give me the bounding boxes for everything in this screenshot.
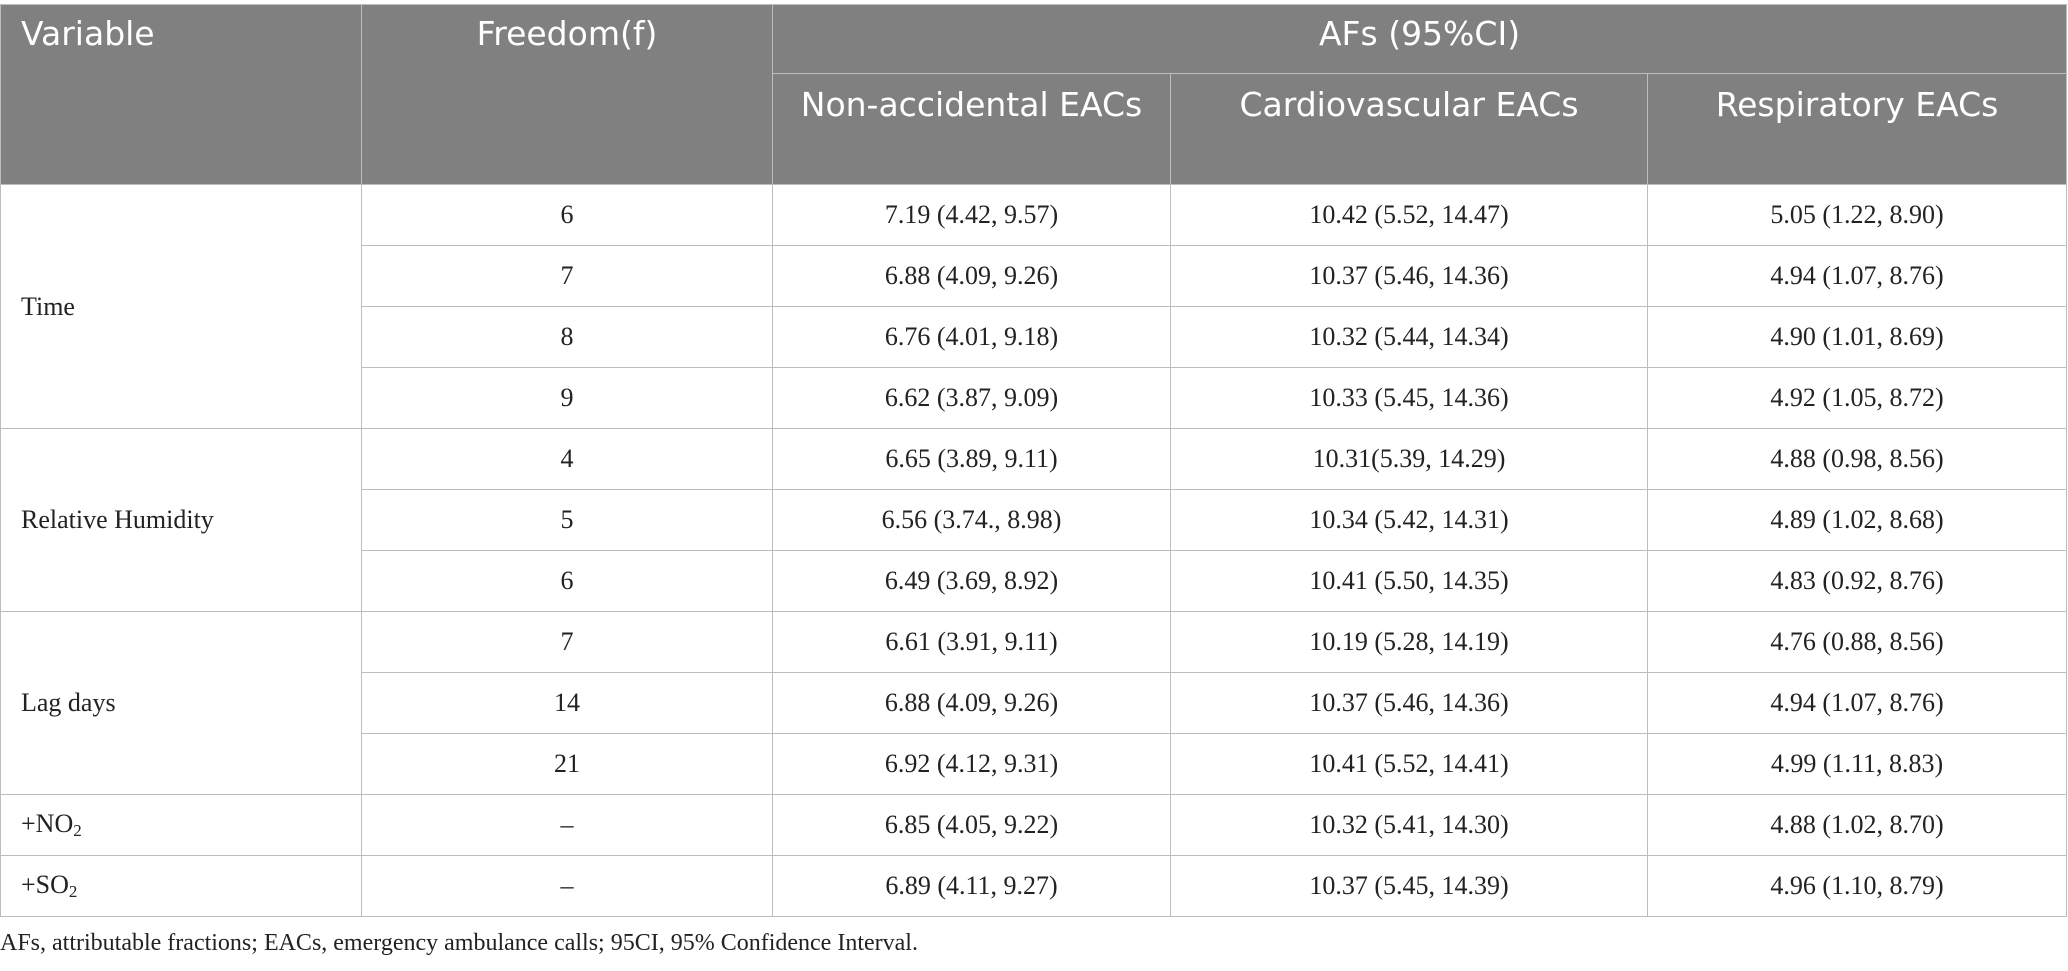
non-accidental-cell: 6.56 (3.74., 8.98) <box>772 489 1171 551</box>
table-row: 8 6.76 (4.01, 9.18) 10.32 (5.44, 14.34) … <box>1 306 2068 368</box>
cardiovascular-cell: 10.37 (5.46, 14.36) <box>1170 672 1648 734</box>
non-accidental-cell: 6.65 (3.89, 9.11) <box>772 428 1171 490</box>
variable-cell-time: Time <box>0 184 362 429</box>
non-accidental-cell: 6.76 (4.01, 9.18) <box>772 306 1171 368</box>
respiratory-cell: 4.99 (1.11, 8.83) <box>1646 733 2068 795</box>
freedom-cell: 5 <box>361 489 773 551</box>
header-freedom: Freedom(f) <box>361 4 773 185</box>
cardiovascular-cell: 10.32 (5.41, 14.30) <box>1170 794 1648 856</box>
respiratory-cell: 4.88 (0.98, 8.56) <box>1646 428 2068 490</box>
header-afs: AFs (95%CI) <box>771 4 2068 74</box>
cardiovascular-cell: 10.42 (5.52, 14.47) <box>1170 184 1648 246</box>
header-cardiovascular: Cardiovascular EACs <box>1170 73 1648 185</box>
freedom-cell: 8 <box>361 306 773 368</box>
respiratory-cell: 4.88 (1.02, 8.70) <box>1646 794 2068 856</box>
table-row: 7 6.88 (4.09, 9.26) 10.37 (5.46, 14.36) … <box>1 245 2068 307</box>
freedom-cell: 14 <box>361 672 773 734</box>
non-accidental-cell: 6.62 (3.87, 9.09) <box>772 367 1171 429</box>
freedom-cell: 6 <box>361 550 773 612</box>
freedom-cell: 4 <box>361 428 773 490</box>
freedom-cell: 7 <box>361 611 773 673</box>
freedom-cell: 9 <box>361 367 773 429</box>
respiratory-cell: 4.92 (1.05, 8.72) <box>1646 367 2068 429</box>
cardiovascular-cell: 10.41 (5.50, 14.35) <box>1170 550 1648 612</box>
respiratory-cell: 4.94 (1.07, 8.76) <box>1646 245 2068 307</box>
table-row: Lag days 7 6.61 (3.91, 9.11) 10.19 (5.28… <box>0 611 2068 795</box>
freedom-cell: 6 <box>361 184 773 246</box>
cardiovascular-cell: 10.37 (5.45, 14.39) <box>1170 855 1648 917</box>
respiratory-cell: 4.76 (0.88, 8.56) <box>1646 611 2068 673</box>
respiratory-cell: 4.96 (1.10, 8.79) <box>1646 855 2068 917</box>
table-row: +SO2 – 6.89 (4.11, 9.27) 10.37 (5.45, 14… <box>0 855 2068 917</box>
variable-subscript: 2 <box>68 882 78 901</box>
respiratory-cell: 4.94 (1.07, 8.76) <box>1646 672 2068 734</box>
table-header: Variable Freedom(f) AFs (95%CI) Non-acci… <box>0 4 2068 185</box>
table-row: 5 6.56 (3.74., 8.98) 10.34 (5.42, 14.31)… <box>1 489 2068 551</box>
freedom-cell: – <box>361 855 773 917</box>
table-row: 6 6.49 (3.69, 8.92) 10.41 (5.50, 14.35) … <box>1 550 2068 612</box>
freedom-cell: 7 <box>361 245 773 307</box>
cardiovascular-cell: 10.32 (5.44, 14.34) <box>1170 306 1648 368</box>
respiratory-cell: 4.83 (0.92, 8.76) <box>1646 550 2068 612</box>
cardiovascular-cell: 10.41 (5.52, 14.41) <box>1170 733 1648 795</box>
freedom-cell: – <box>361 794 773 856</box>
variable-cell-lag-days: Lag days <box>0 611 362 795</box>
non-accidental-cell: 6.85 (4.05, 9.22) <box>772 794 1171 856</box>
cardiovascular-cell: 10.19 (5.28, 14.19) <box>1170 611 1648 673</box>
cardiovascular-cell: 10.33 (5.45, 14.36) <box>1170 367 1648 429</box>
table-row: +NO2 – 6.85 (4.05, 9.22) 10.32 (5.41, 14… <box>0 794 2068 856</box>
respiratory-cell: 4.89 (1.02, 8.68) <box>1646 489 2068 551</box>
non-accidental-cell: 6.88 (4.09, 9.26) <box>772 672 1171 734</box>
variable-prefix: +NO <box>21 809 74 838</box>
header-variable: Variable <box>0 4 362 185</box>
table-row: Time 6 7.19 (4.42, 9.57) 10.42 (5.52, 14… <box>0 184 2068 429</box>
non-accidental-cell: 7.19 (4.42, 9.57) <box>772 184 1171 246</box>
non-accidental-cell: 6.89 (4.11, 9.27) <box>772 855 1171 917</box>
freedom-cell: 21 <box>361 733 773 795</box>
sensitivity-analysis-table: Variable Freedom(f) AFs (95%CI) Non-acci… <box>0 4 2068 917</box>
table-row: Relative Humidity 4 6.65 (3.89, 9.11) 10… <box>0 428 2068 612</box>
non-accidental-cell: 6.92 (4.12, 9.31) <box>772 733 1171 795</box>
table-body: Time 6 7.19 (4.42, 9.57) 10.42 (5.52, 14… <box>0 184 2068 917</box>
non-accidental-cell: 6.61 (3.91, 9.11) <box>772 611 1171 673</box>
header-respiratory: Respiratory EACs <box>1646 73 2068 185</box>
non-accidental-cell: 6.88 (4.09, 9.26) <box>772 245 1171 307</box>
header-non-accidental: Non-accidental EACs <box>772 73 1171 185</box>
table-container: Variable Freedom(f) AFs (95%CI) Non-acci… <box>0 4 2068 917</box>
cardiovascular-cell: 10.37 (5.46, 14.36) <box>1170 245 1648 307</box>
respiratory-cell: 4.90 (1.01, 8.69) <box>1646 306 2068 368</box>
variable-cell-relative-humidity: Relative Humidity <box>0 428 362 612</box>
variable-cell-no2: +NO2 <box>0 794 362 856</box>
variable-prefix: +SO <box>21 870 69 899</box>
variable-subscript: 2 <box>73 821 82 840</box>
cardiovascular-cell: 10.31(5.39, 14.29) <box>1170 428 1648 490</box>
table-footnote: AFs, attributable fractions; EACs, emerg… <box>0 930 918 956</box>
variable-cell-so2: +SO2 <box>0 855 362 917</box>
respiratory-cell: 5.05 (1.22, 8.90) <box>1646 184 2068 246</box>
cardiovascular-cell: 10.34 (5.42, 14.31) <box>1170 489 1648 551</box>
table-row: 9 6.62 (3.87, 9.09) 10.33 (5.45, 14.36) … <box>1 367 2068 429</box>
non-accidental-cell: 6.49 (3.69, 8.92) <box>772 550 1171 612</box>
